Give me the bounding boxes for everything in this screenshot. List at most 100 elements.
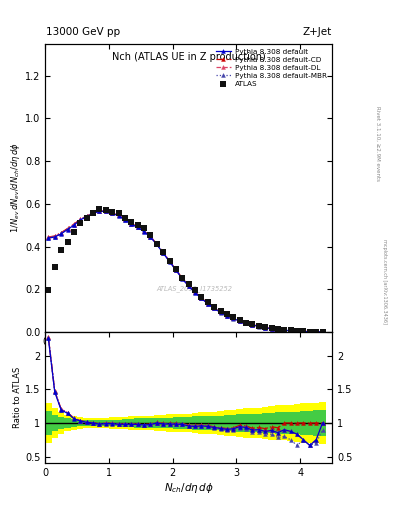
ATLAS: [224, 311, 229, 317]
Pythia 8.308 default-CD: [123, 216, 127, 222]
Pythia 8.308 default: [256, 323, 261, 329]
Text: 13000 GeV pp: 13000 GeV pp: [46, 27, 121, 37]
Pythia 8.308 default-CD: [129, 221, 134, 227]
Pythia 8.308 default-CD: [91, 210, 95, 216]
Pythia 8.308 default: [110, 210, 114, 217]
Pythia 8.308 default-DL: [295, 328, 299, 334]
Pythia 8.308 default: [148, 234, 153, 240]
Pythia 8.308 default: [72, 222, 76, 228]
ATLAS: [148, 232, 153, 238]
ATLAS: [116, 210, 121, 217]
Pythia 8.308 default-MBR: [193, 289, 197, 295]
ATLAS: [46, 287, 51, 293]
Pythia 8.308 default: [206, 301, 210, 307]
Pythia 8.308 default-MBR: [129, 221, 134, 227]
Pythia 8.308 default-DL: [237, 318, 242, 324]
Pythia 8.308 default-MBR: [78, 217, 83, 223]
ATLAS: [72, 228, 76, 234]
Pythia 8.308 default-DL: [206, 301, 210, 307]
Pythia 8.308 default-CD: [84, 213, 89, 219]
Y-axis label: Ratio to ATLAS: Ratio to ATLAS: [13, 367, 22, 429]
Pythia 8.308 default-MBR: [199, 295, 204, 302]
Pythia 8.308 default-DL: [269, 326, 274, 332]
ATLAS: [103, 207, 108, 214]
ATLAS: [59, 247, 64, 253]
Pythia 8.308 default-DL: [65, 226, 70, 232]
Pythia 8.308 default-MBR: [212, 305, 217, 311]
Pythia 8.308 default-MBR: [97, 208, 102, 214]
Pythia 8.308 default-MBR: [295, 328, 299, 334]
ATLAS: [307, 328, 312, 334]
Pythia 8.308 default-CD: [135, 224, 140, 230]
Pythia 8.308 default-DL: [97, 208, 102, 214]
Pythia 8.308 default: [320, 329, 325, 335]
Pythia 8.308 default-CD: [288, 327, 293, 333]
Pythia 8.308 default-MBR: [65, 226, 70, 232]
Pythia 8.308 default-DL: [186, 283, 191, 289]
Pythia 8.308 default-CD: [97, 208, 102, 214]
ATLAS: [199, 294, 204, 300]
Pythia 8.308 default-MBR: [46, 234, 51, 241]
Pythia 8.308 default-CD: [269, 326, 274, 332]
Pythia 8.308 default-DL: [256, 323, 261, 329]
Pythia 8.308 default-DL: [218, 309, 223, 315]
Pythia 8.308 default-MBR: [174, 267, 178, 273]
Pythia 8.308 default: [116, 212, 121, 219]
Pythia 8.308 default: [288, 328, 293, 334]
Pythia 8.308 default-DL: [282, 327, 286, 333]
Pythia 8.308 default-DL: [161, 249, 165, 255]
Pythia 8.308 default-CD: [244, 320, 248, 326]
Pythia 8.308 default-DL: [141, 228, 146, 234]
Pythia 8.308 default: [161, 250, 165, 256]
Pythia 8.308 default-DL: [301, 328, 306, 334]
Line: ATLAS: ATLAS: [46, 206, 325, 334]
ATLAS: [141, 225, 146, 231]
ATLAS: [78, 220, 83, 226]
Pythia 8.308 default-CD: [154, 241, 159, 247]
Pythia 8.308 default-CD: [301, 328, 306, 334]
Pythia 8.308 default-MBR: [103, 208, 108, 214]
Pythia 8.308 default-CD: [231, 315, 236, 322]
Pythia 8.308 default-MBR: [288, 328, 293, 334]
Pythia 8.308 default-MBR: [244, 321, 248, 327]
Pythia 8.308 default-MBR: [282, 327, 286, 333]
Pythia 8.308 default-MBR: [59, 230, 64, 237]
Text: Z+Jet: Z+Jet: [302, 27, 331, 37]
Pythia 8.308 default-MBR: [123, 217, 127, 223]
Pythia 8.308 default-DL: [84, 213, 89, 219]
Pythia 8.308 default: [174, 267, 178, 273]
Pythia 8.308 default: [314, 329, 318, 335]
Pythia 8.308 default: [78, 217, 83, 223]
ATLAS: [161, 249, 165, 255]
Pythia 8.308 default: [218, 309, 223, 315]
Pythia 8.308 default: [307, 329, 312, 335]
Pythia 8.308 default: [180, 275, 185, 282]
ATLAS: [282, 327, 286, 333]
Pythia 8.308 default-DL: [244, 320, 248, 326]
Y-axis label: $1/N_{ev}\,dN_{ev}/dN_{ch}/d\eta\,d\phi$: $1/N_{ev}\,dN_{ev}/dN_{ch}/d\eta\,d\phi$: [9, 142, 22, 233]
Pythia 8.308 default-MBR: [154, 241, 159, 247]
Pythia 8.308 default: [52, 234, 57, 240]
Pythia 8.308 default-CD: [103, 208, 108, 214]
Pythia 8.308 default-MBR: [206, 301, 210, 307]
ATLAS: [65, 239, 70, 245]
Pythia 8.308 default-DL: [180, 275, 185, 282]
Pythia 8.308 default: [46, 235, 51, 241]
Pythia 8.308 default-MBR: [256, 324, 261, 330]
Pythia 8.308 default-CD: [212, 305, 217, 311]
Pythia 8.308 default-DL: [91, 210, 95, 216]
Pythia 8.308 default-DL: [231, 315, 236, 322]
ATLAS: [110, 209, 114, 216]
Pythia 8.308 default-CD: [46, 234, 51, 240]
Pythia 8.308 default-DL: [123, 217, 127, 223]
Pythia 8.308 default-DL: [116, 212, 121, 218]
Pythia 8.308 default: [301, 328, 306, 334]
Pythia 8.308 default-DL: [59, 230, 64, 236]
Pythia 8.308 default-MBR: [231, 315, 236, 322]
ATLAS: [174, 266, 178, 272]
Pythia 8.308 default: [186, 283, 191, 289]
Pythia 8.308 default: [167, 259, 172, 265]
Pythia 8.308 default-CD: [282, 327, 286, 333]
Pythia 8.308 default-CD: [320, 329, 325, 335]
Pythia 8.308 default-DL: [288, 328, 293, 334]
